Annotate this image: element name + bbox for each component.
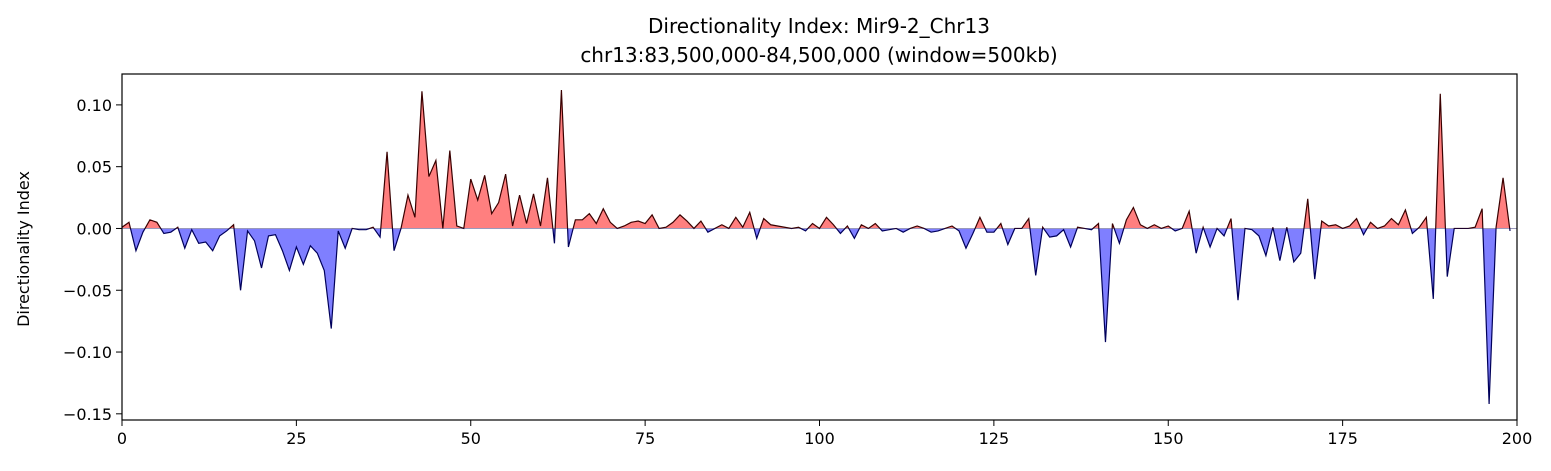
chart-title: Directionality Index: Mir9-2_Chr13: [648, 14, 990, 38]
x-tick-label: 75: [635, 429, 655, 448]
x-axis: 0 25 50 75 100 125 150 175 200: [117, 420, 1532, 448]
x-tick-label: 25: [286, 429, 306, 448]
y-tick-label: 0.05: [76, 158, 112, 177]
x-tick-label: 175: [1327, 429, 1358, 448]
x-tick-label: 100: [804, 429, 835, 448]
x-tick-label: 0: [117, 429, 127, 448]
di-line-negative: [129, 228, 1511, 404]
chart-subtitle: chr13:83,500,000-84,500,000 (window=500k…: [580, 43, 1057, 67]
x-tick-label: 125: [979, 429, 1010, 448]
x-tick-label: 150: [1153, 429, 1184, 448]
y-tick-label: −0.10: [63, 343, 112, 362]
x-tick-label: 50: [461, 429, 481, 448]
plot-area: [122, 90, 1517, 404]
y-tick-label: −0.05: [63, 281, 112, 300]
di-line-positive: [122, 90, 1511, 229]
y-tick-label: 0.00: [76, 219, 112, 238]
y-axis: −0.15 −0.10 −0.05 0.00 0.05 0.10: [63, 96, 122, 424]
y-tick-label: 0.10: [76, 96, 112, 115]
x-tick-label: 200: [1502, 429, 1533, 448]
y-axis-label: Directionality Index: [14, 171, 33, 327]
y-tick-label: −0.15: [63, 405, 112, 424]
